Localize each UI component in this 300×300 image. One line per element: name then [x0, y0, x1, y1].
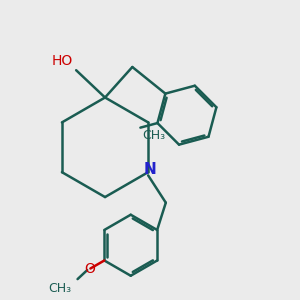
Text: O: O [84, 262, 95, 275]
Text: HO: HO [52, 54, 73, 68]
Text: CH₃: CH₃ [48, 282, 71, 295]
Text: N: N [143, 162, 156, 177]
Text: CH₃: CH₃ [142, 129, 165, 142]
